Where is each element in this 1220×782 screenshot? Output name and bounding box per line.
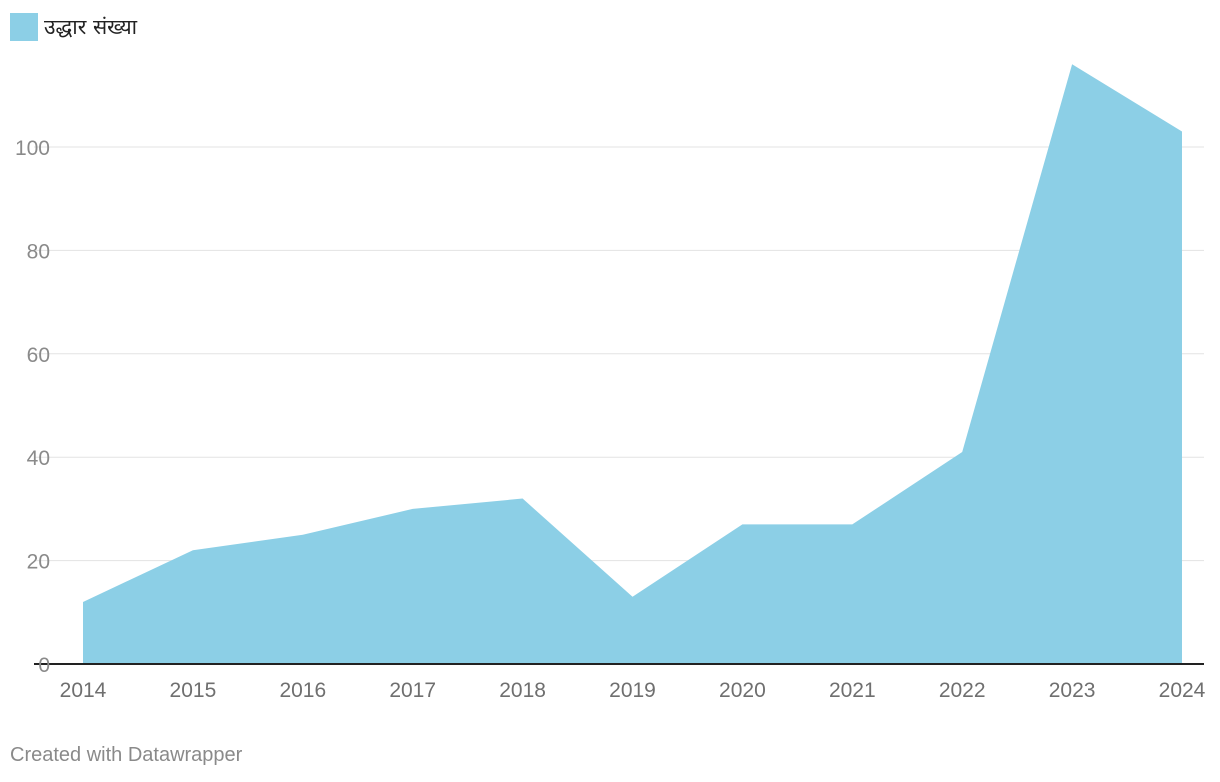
x-tick-label-2015: 2015 (170, 679, 217, 702)
area-fill (83, 64, 1182, 664)
y-tick-label-80: 80 (27, 240, 50, 263)
x-axis-tick-labels: 2014 2015 2016 2017 2018 2019 2020 2021 2022 2023… (60, 679, 1206, 702)
legend-label: उद्धार संख्या (44, 15, 138, 39)
y-tick-label-20: 20 (27, 551, 50, 574)
x-tick-label-2020: 2020 (719, 679, 766, 702)
x-tick-label-2018: 2018 (499, 679, 546, 702)
y-tick-label-0: 0 (38, 654, 50, 677)
y-tick-label-60: 60 (27, 344, 50, 367)
legend: उद्धार संख्या (10, 13, 137, 41)
x-tick-label-2021: 2021 (829, 679, 876, 702)
x-tick-label-2016: 2016 (279, 679, 326, 702)
x-tick-label-2023: 2023 (1049, 679, 1096, 702)
x-tick-label-2022: 2022 (939, 679, 986, 702)
y-tick-label-40: 40 (27, 447, 50, 470)
y-tick-label-100: 100 (15, 137, 50, 160)
area-series (83, 64, 1182, 664)
x-tick-label-2017: 2017 (389, 679, 436, 702)
x-tick-label-2019: 2019 (609, 679, 656, 702)
x-tick-label-2014: 2014 (60, 679, 107, 702)
y-axis-tick-labels: 0 20 40 60 80 100 (15, 137, 50, 677)
legend-swatch (10, 13, 38, 41)
footer-credit: Created with Datawrapper (10, 744, 243, 766)
x-tick-label-2024: 2024 (1159, 679, 1206, 702)
